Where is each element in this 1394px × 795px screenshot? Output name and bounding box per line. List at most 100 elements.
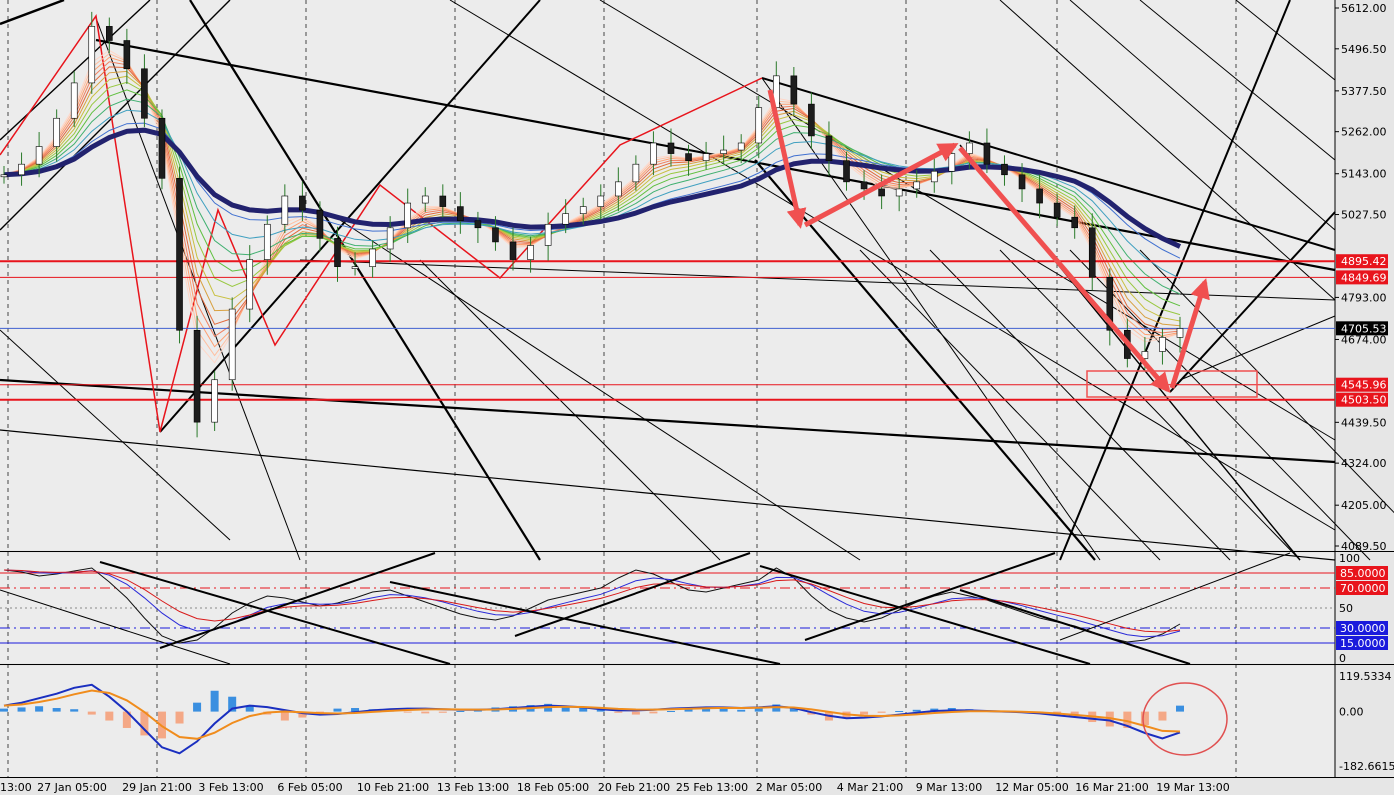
trend-line [1179, 315, 1336, 381]
histogram-bar [456, 711, 465, 713]
histogram-bar [737, 709, 746, 712]
oscillator-trend-line [389, 581, 781, 665]
histogram-bar [1176, 705, 1184, 712]
trend-line [449, 0, 1336, 531]
highlight-circle [1142, 682, 1228, 756]
histogram-bar [912, 709, 921, 712]
y-tick-label: 4674.00 [1341, 333, 1387, 346]
oscillator-trend-line [759, 565, 1091, 665]
price-label-text: 4545.96 [1341, 379, 1387, 392]
x-tick-label: 2 Mar 05:00 [756, 781, 822, 794]
arrow-annotation [767, 89, 807, 229]
x-tick-label: 20 Feb 21:00 [598, 781, 670, 794]
candle-body [579, 206, 587, 214]
level-label-text: 70.0000 [1340, 582, 1386, 595]
candle-body [667, 142, 675, 154]
oscillator-trend-line [1059, 552, 1291, 641]
candle-body [18, 163, 25, 176]
candle-body [895, 188, 903, 197]
trend-line [859, 249, 1161, 561]
level-label-box [1336, 566, 1388, 580]
candle-body [755, 107, 763, 144]
candle-body [141, 68, 148, 119]
arrow-annotation [803, 142, 959, 228]
candle-body [860, 181, 868, 190]
candle-body [808, 103, 815, 137]
trend-line [0, 329, 231, 541]
y-tick-label: 4793.00 [1341, 291, 1387, 304]
level-label-text: 15.0000 [1340, 637, 1386, 650]
macd-tick-label: -182.6615 [1339, 760, 1394, 773]
histogram-bar [579, 707, 588, 712]
candle-body [369, 248, 376, 267]
histogram-bar [1158, 711, 1167, 721]
candle-body [492, 227, 499, 243]
histogram-bar [122, 711, 131, 728]
histogram-bar [140, 711, 149, 736]
candle-body [263, 223, 271, 260]
y-tick-label: 4089.50 [1341, 540, 1387, 553]
level-label-box [1336, 636, 1388, 650]
histogram-bar [666, 711, 675, 713]
trend-line [599, 0, 1336, 441]
candle-body [790, 75, 798, 105]
candle-body [685, 153, 692, 161]
histogram-bar [421, 711, 430, 714]
candle-body [299, 195, 306, 211]
candle-body [228, 308, 236, 381]
trend-line [1169, 211, 1336, 393]
trend-line [1069, 0, 1336, 231]
candle-body [123, 40, 131, 70]
candle-body [316, 209, 324, 239]
candle-body [1018, 174, 1026, 190]
histogram-bar [193, 702, 202, 712]
histogram-bar [210, 690, 219, 712]
candle-body [1071, 216, 1078, 229]
candle-body [509, 241, 517, 260]
histogram-bar [1140, 711, 1149, 726]
price-panel [0, 0, 1335, 550]
histogram-bar [333, 708, 342, 712]
x-tick-label: 27 Jan 05:00 [37, 781, 107, 794]
y-tick-label: 4324.00 [1341, 457, 1387, 470]
histogram-bar [228, 696, 237, 712]
histogram-bar [35, 706, 44, 712]
y-tick-label: 4439.50 [1341, 416, 1387, 429]
histogram-bar [754, 707, 763, 712]
y-tick-label: 5377.50 [1341, 85, 1387, 98]
level-label-text: 30.0000 [1340, 622, 1386, 635]
trend-line [339, 219, 861, 561]
candle-body [878, 188, 885, 197]
level-label-box [1336, 621, 1388, 635]
histogram-bar [649, 711, 658, 714]
candle-body [246, 259, 254, 310]
candle-body [1141, 351, 1149, 359]
price-label-text: 4895.42 [1341, 255, 1387, 268]
histogram-bar [351, 708, 360, 712]
trend-line [754, 159, 1096, 561]
x-tick-label: 9 Mar 13:00 [916, 781, 982, 794]
oscillator-red-line [3, 569, 1181, 633]
candle-body [1159, 337, 1166, 352]
x-tick-label: 18 Feb 05:00 [517, 781, 589, 794]
y-tick-label: 5143.00 [1341, 168, 1387, 181]
slow-moving-average [3, 127, 1182, 249]
trend-line [0, 429, 1336, 561]
candle-body [720, 149, 727, 154]
candle-body [930, 170, 938, 183]
level-label-text: 85.0000 [1340, 567, 1386, 580]
candle-body [948, 153, 956, 172]
trend-line [1069, 249, 1371, 561]
level-label-box [1336, 581, 1388, 595]
candle-body [474, 220, 482, 229]
oscillator-tick-label: 50 [1339, 602, 1353, 615]
y-tick-label: 4205.00 [1341, 499, 1387, 512]
macd-tick-label: 119.5334 [1339, 670, 1392, 683]
histogram-bar [0, 708, 8, 712]
candle-body [562, 213, 569, 225]
candle-body [632, 163, 640, 183]
x-tick-label: 25 Feb 13:00 [676, 781, 748, 794]
trend-line [0, 378, 1336, 464]
